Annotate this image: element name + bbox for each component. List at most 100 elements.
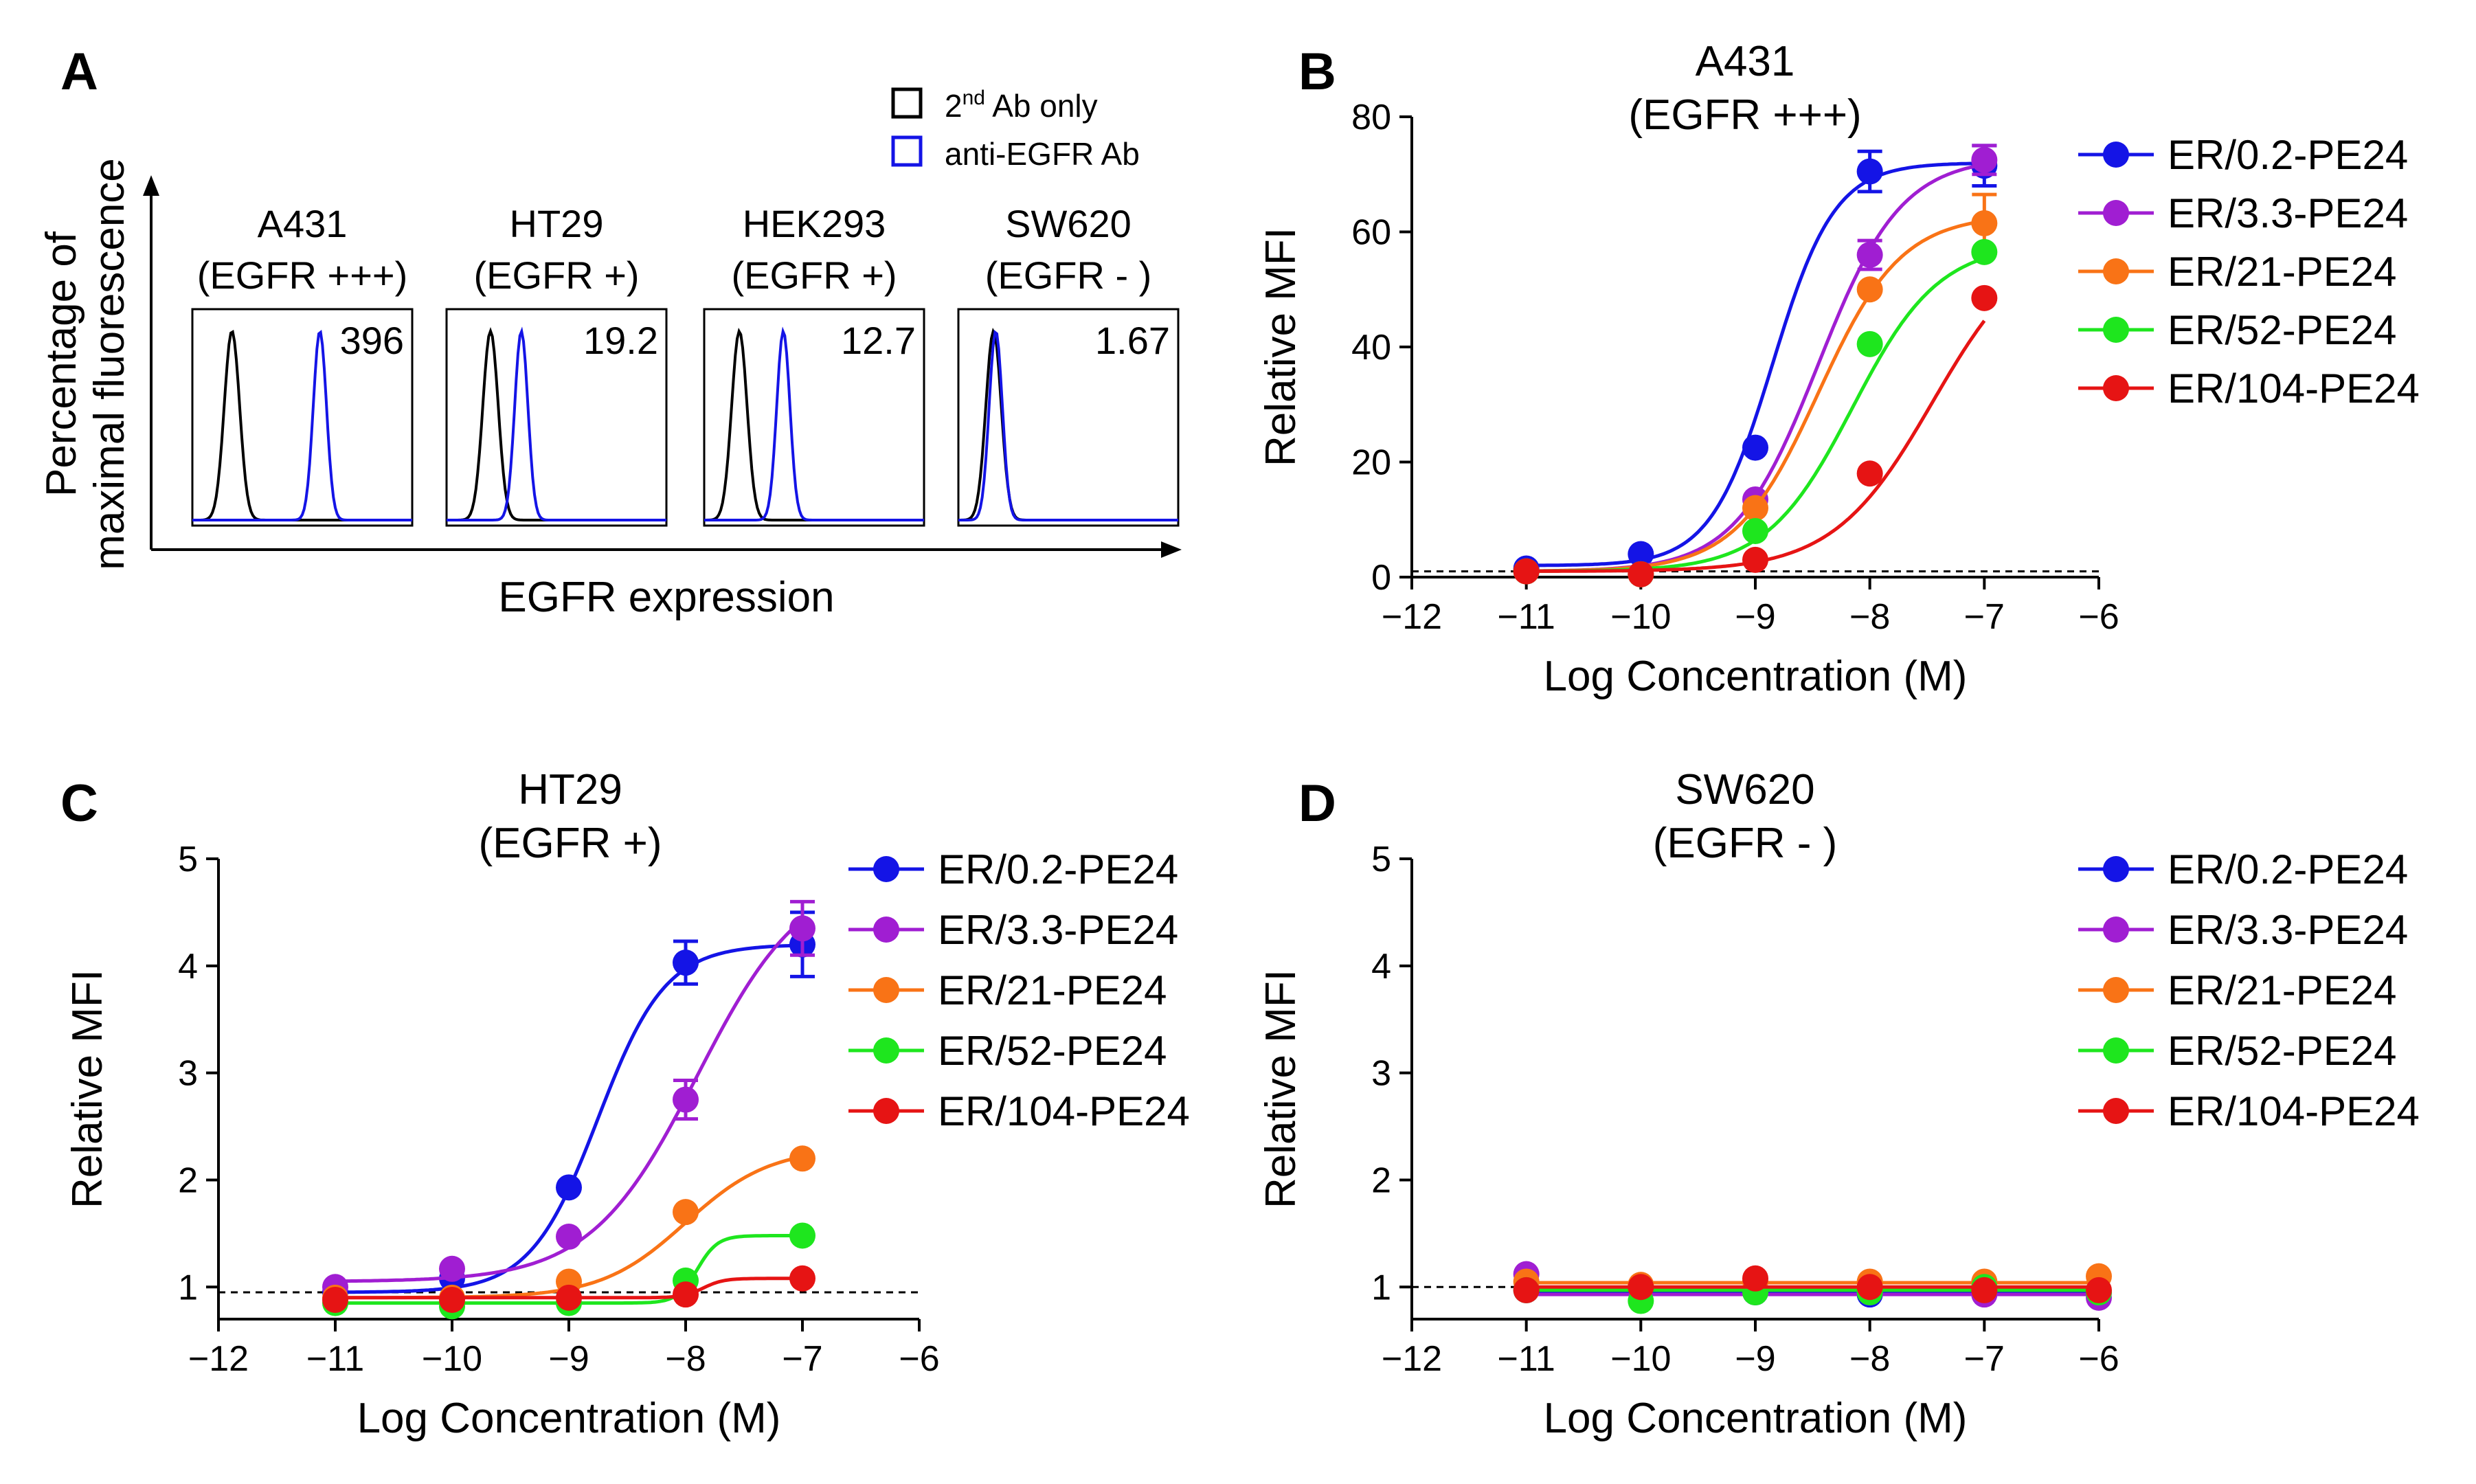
legend-marker	[2103, 317, 2129, 343]
legend-marker	[2103, 917, 2129, 943]
histogram-frame	[445, 308, 668, 527]
histogram-HT29: HT29 (EGFR +) 19.2	[445, 202, 668, 527]
data-point	[1742, 495, 1768, 521]
x-tick-label: −9	[1735, 597, 1775, 637]
histogram-frame	[957, 308, 1180, 527]
legend-marker	[873, 977, 899, 1003]
legend-label: ER/3.3-PE24	[2168, 190, 2408, 236]
data-point	[1628, 561, 1654, 587]
legend-label: ER/52-PE24	[2168, 307, 2397, 353]
y-axis-label-group: Percentage of maximal fluorescence	[38, 158, 133, 570]
data-point	[673, 1281, 699, 1308]
panel-b-chart: A431 (EGFR +++) −12 −11 −10 −9 −8 −7 −6 0 20 40 60 80…	[1257, 38, 2420, 700]
histogram-HEK293: HEK293 (EGFR +) 12.7	[703, 202, 925, 527]
antibody-histogram-curve	[447, 326, 666, 521]
x-tick-label: −7	[1964, 597, 2005, 637]
x-tick-label: −8	[1849, 597, 1890, 637]
data-point	[439, 1286, 465, 1313]
data-point	[1628, 1274, 1654, 1301]
data-point	[1971, 284, 1998, 311]
data-point	[1742, 434, 1768, 461]
antibody-histogram-curve	[192, 330, 412, 521]
y-tick-label: 2	[1371, 1160, 1391, 1200]
panel-c-chart: HT29 (EGFR +) −12 −11 −10 −9 −8 −7 −6 1 2 3 4 5 Log Co…	[64, 766, 1190, 1442]
y-tick-label: 20	[1351, 443, 1391, 483]
data-point	[1856, 330, 1883, 357]
y-tick-label: 3	[178, 1054, 198, 1094]
panel-letter-A: A	[60, 43, 98, 101]
x-axis-label: EGFR expression	[498, 574, 834, 621]
histogram-SW620: SW620 (EGFR - ) 1.67	[957, 202, 1180, 527]
legend-entry-ER/0.2-PE24: ER/0.2-PE24	[848, 846, 1178, 892]
data-point	[1856, 242, 1883, 268]
legend-marker	[2103, 200, 2129, 226]
data-point	[673, 1086, 699, 1113]
egfr-status: (EGFR +)	[473, 254, 639, 297]
legend-entry-ER/104-PE24: ER/104-PE24	[2078, 1088, 2420, 1134]
data-point	[1742, 518, 1768, 544]
legend-marker	[2103, 856, 2129, 882]
series-ER/104-PE24	[1513, 1265, 2112, 1303]
x-tick-label: −10	[1610, 1339, 1671, 1379]
legend-label-control-base: 2	[945, 88, 963, 124]
legend-entry-ER/0.2-PE24: ER/0.2-PE24	[2078, 846, 2408, 892]
legend-marker	[873, 1037, 899, 1064]
y-axis-label-group: Relative MFI	[1257, 969, 1305, 1208]
series-ER/3.3-PE24	[322, 899, 815, 1301]
y-axis-label: Relative MFI	[1257, 969, 1305, 1208]
legend-label: ER/104-PE24	[2168, 366, 2420, 412]
panel-letter-C: C	[60, 774, 98, 833]
legend-swatch-antibody	[891, 135, 923, 167]
legend-entry-ER/52-PE24: ER/52-PE24	[848, 1028, 1167, 1074]
legend-label: ER/21-PE24	[2168, 249, 2397, 295]
data-point	[1628, 541, 1654, 567]
legend-entry-ER/3.3-PE24: ER/3.3-PE24	[2078, 907, 2408, 953]
y-tick-label: 5	[1371, 840, 1391, 879]
y-axis-label-group: Relative MFI	[64, 969, 111, 1208]
legend-label: ER/21-PE24	[938, 967, 1167, 1013]
data-point	[789, 915, 815, 942]
y-tick-label: 80	[1351, 98, 1391, 137]
legend-marker	[2103, 375, 2129, 401]
mfi-value: 19.2	[583, 319, 658, 362]
chart-title-line1: SW620	[1675, 766, 1814, 813]
chart-title-line2: (EGFR +++)	[1628, 91, 1861, 139]
x-axis-label: Log Concentration (M)	[1544, 1395, 1968, 1442]
legend-marker	[2103, 1037, 2129, 1064]
y-tick-label: 40	[1351, 328, 1391, 368]
y-tick-label: 5	[178, 840, 198, 879]
y-tick-label: 2	[178, 1160, 198, 1200]
y-tick-label: 3	[1371, 1054, 1391, 1094]
data-point	[2086, 1277, 2112, 1303]
histogram-frame	[191, 308, 414, 527]
legend-label: ER/0.2-PE24	[2168, 846, 2408, 892]
data-point	[322, 1286, 348, 1313]
data-point	[1971, 146, 1998, 173]
y-axis-label: Relative MFI	[1257, 227, 1305, 466]
data-point	[439, 1255, 465, 1282]
chart-title-line1: HT29	[518, 766, 622, 813]
cell-line-name: HT29	[510, 202, 604, 245]
data-point	[1742, 546, 1768, 573]
x-axis-label: Log Concentration (M)	[1544, 653, 1968, 700]
legend-marker	[2103, 142, 2129, 168]
y-axis-label: Relative MFI	[64, 969, 111, 1208]
legend-entry-ER/21-PE24: ER/21-PE24	[2078, 249, 2397, 295]
x-tick-label: −6	[2078, 1339, 2119, 1379]
mfi-value: 1.67	[1095, 319, 1170, 362]
data-point	[673, 949, 699, 976]
mfi-value: 396	[340, 319, 404, 362]
x-tick-label: −10	[422, 1339, 482, 1379]
x-tick-label: −6	[2078, 597, 2119, 637]
data-point	[789, 1265, 815, 1292]
data-point	[1856, 276, 1883, 303]
x-tick-label: −7	[1964, 1339, 2005, 1379]
data-point	[556, 1224, 582, 1250]
legend-entry-ER/0.2-PE24: ER/0.2-PE24	[2078, 132, 2408, 178]
legend-label: ER/3.3-PE24	[2168, 907, 2408, 953]
data-point	[673, 1199, 699, 1226]
x-tick-label: −9	[1735, 1339, 1775, 1379]
legend-label-antibody: anti-EGFR Ab	[945, 136, 1140, 172]
legend-entry-ER/21-PE24: ER/21-PE24	[2078, 967, 2397, 1013]
